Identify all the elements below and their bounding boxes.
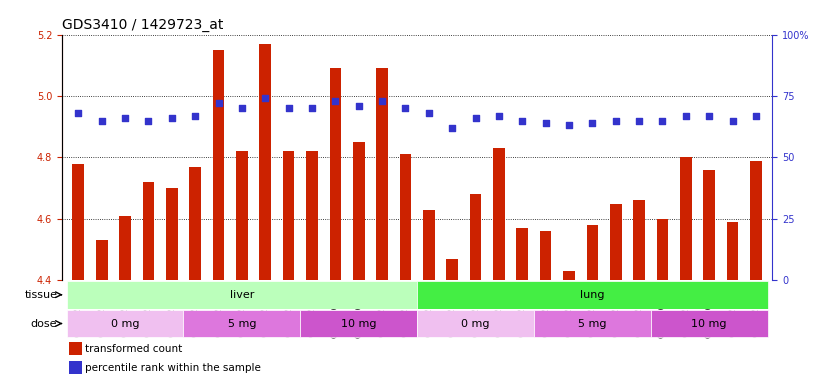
Bar [750, 161, 762, 280]
Bar [493, 148, 505, 280]
Point [72, 110, 85, 116]
Text: lung: lung [580, 290, 605, 300]
Point [118, 115, 131, 121]
Bar [67, 281, 417, 309]
Bar [282, 151, 294, 280]
Text: dose: dose [31, 318, 57, 329]
Bar [330, 68, 341, 280]
Text: 5 mg: 5 mg [578, 318, 606, 329]
Bar [306, 151, 318, 280]
Point [235, 105, 249, 111]
Point [609, 118, 622, 124]
Point [399, 105, 412, 111]
Bar [67, 310, 183, 337]
Bar [727, 222, 738, 280]
Bar [143, 182, 154, 280]
Bar [680, 157, 691, 280]
Text: GDS3410 / 1429723_at: GDS3410 / 1429723_at [62, 18, 223, 32]
Bar [96, 240, 107, 280]
Point [165, 115, 178, 121]
Point [95, 118, 108, 124]
Point [679, 113, 692, 119]
Bar [259, 44, 271, 280]
Bar [236, 151, 248, 280]
Text: transformed count: transformed count [85, 344, 183, 354]
Point [352, 103, 365, 109]
Bar [586, 225, 598, 280]
Text: liver: liver [230, 290, 254, 300]
Point [539, 120, 553, 126]
Text: tissue: tissue [24, 290, 57, 300]
Bar [540, 231, 552, 280]
Bar [610, 204, 622, 280]
Bar [73, 164, 84, 280]
Bar [423, 210, 434, 280]
Bar [563, 271, 575, 280]
Bar [651, 310, 767, 337]
Point [563, 122, 576, 129]
Point [282, 105, 295, 111]
Point [188, 113, 202, 119]
Text: 10 mg: 10 mg [341, 318, 377, 329]
Text: 10 mg: 10 mg [691, 318, 727, 329]
Point [656, 118, 669, 124]
Point [515, 118, 529, 124]
Point [422, 110, 435, 116]
Bar [183, 310, 301, 337]
Bar [634, 200, 645, 280]
Bar [446, 259, 458, 280]
Text: percentile rank within the sample: percentile rank within the sample [85, 363, 261, 373]
Point [445, 125, 458, 131]
Bar [534, 310, 651, 337]
Text: 0 mg: 0 mg [461, 318, 490, 329]
Bar [376, 68, 388, 280]
Bar [657, 219, 668, 280]
Text: 0 mg: 0 mg [111, 318, 140, 329]
Bar [417, 310, 534, 337]
Text: 5 mg: 5 mg [228, 318, 256, 329]
Point [726, 118, 739, 124]
Bar [166, 188, 178, 280]
Bar [353, 142, 364, 280]
Point [329, 98, 342, 104]
Point [749, 113, 762, 119]
Bar [704, 170, 715, 280]
Point [469, 115, 482, 121]
Bar [417, 281, 767, 309]
Bar [69, 361, 82, 374]
Point [586, 120, 599, 126]
Point [703, 113, 716, 119]
Point [376, 98, 389, 104]
Point [259, 95, 272, 101]
Bar [301, 310, 417, 337]
Point [142, 118, 155, 124]
Point [492, 113, 506, 119]
Bar [400, 154, 411, 280]
Bar [189, 167, 201, 280]
Bar [212, 50, 225, 280]
Point [306, 105, 319, 111]
Bar [516, 228, 528, 280]
Bar [69, 342, 82, 355]
Bar [470, 194, 482, 280]
Point [212, 100, 225, 106]
Point [633, 118, 646, 124]
Bar [119, 216, 131, 280]
